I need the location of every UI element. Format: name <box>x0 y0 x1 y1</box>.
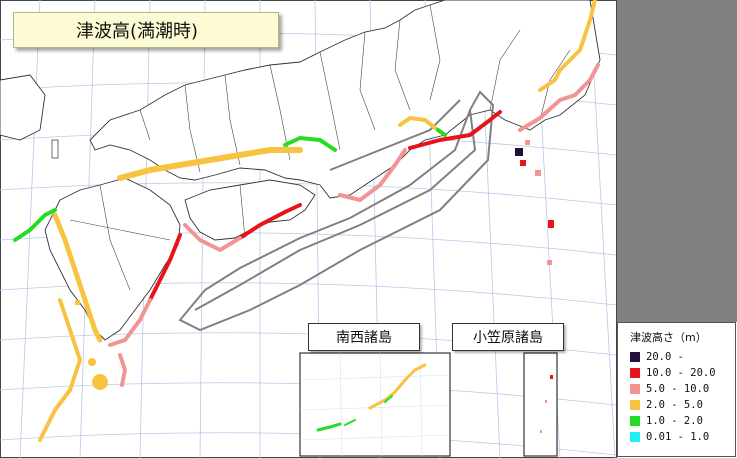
legend-item: 2.0 - 5.0 <box>630 397 735 413</box>
legend-swatch <box>630 352 640 362</box>
tsunami-coast-bands <box>13 0 600 442</box>
land-outline <box>0 0 601 341</box>
legend-item: 5.0 - 10.0 <box>630 381 735 397</box>
side-panel <box>617 0 737 322</box>
nansei-inset-grid <box>299 352 451 457</box>
ogasawara-inset-label: 小笠原諸島 <box>452 323 564 351</box>
band-pink-kii <box>338 148 407 202</box>
band-green-hiroshima <box>283 136 337 152</box>
band-pink-kyushu <box>108 298 152 347</box>
band-red-honshu <box>408 110 502 150</box>
legend-label: 10.0 - 20.0 <box>646 367 716 379</box>
legend-label: 1.0 - 2.0 <box>646 415 703 427</box>
legend-item: 0.01 - 1.0 <box>630 429 735 445</box>
legend-item: 10.0 - 20.0 <box>630 365 735 381</box>
kyushu <box>44 177 181 341</box>
legend-swatch <box>630 368 640 378</box>
legend-item: 20.0 - <box>630 349 735 365</box>
map-title: 津波高(満潮時) <box>13 12 279 48</box>
legend-item: 1.0 - 2.0 <box>630 413 735 429</box>
band-pink-south <box>118 353 127 387</box>
legend-label: 0.01 - 1.0 <box>646 431 710 443</box>
band-orange-inland <box>117 147 303 181</box>
band-pink-shikoku <box>183 223 242 252</box>
legend-label: 20.0 - <box>646 351 684 363</box>
shikoku <box>184 179 316 241</box>
ogasawara-islands <box>540 375 553 433</box>
ogasawara-inset <box>523 352 558 457</box>
band-orange-amakusa <box>38 298 82 442</box>
band-pink-kanto <box>518 93 577 132</box>
legend-swatch <box>630 432 640 442</box>
nansei-islands <box>316 363 427 432</box>
legend-swatch <box>630 384 640 394</box>
band-green-tokai <box>436 128 447 137</box>
korea-edge <box>0 74 46 141</box>
band-red-kyushu <box>148 233 182 302</box>
band-green-nw-kyushu <box>13 208 57 242</box>
legend-label: 2.0 - 5.0 <box>646 399 703 411</box>
legend-title: 津波高さ（m） <box>630 331 707 344</box>
band-red-shikoku <box>238 203 302 240</box>
band-orange-kyushu-west <box>52 212 103 343</box>
band-orange-tokai <box>398 116 440 132</box>
legend-label: 5.0 - 10.0 <box>646 383 710 395</box>
legend-swatch <box>630 400 640 410</box>
band-pink-boso <box>573 63 600 97</box>
legend-swatch <box>630 416 640 426</box>
source-model-outlines <box>178 90 495 332</box>
izu-islands <box>515 140 554 265</box>
legend: 津波高さ（m） 20.0 - 10.0 - 20.0 5.0 - 10.0 2.… <box>617 322 736 457</box>
band-orange-kanto <box>538 0 597 92</box>
small-islands <box>51 139 108 390</box>
nansei-inset-label: 南西諸島 <box>308 323 420 351</box>
